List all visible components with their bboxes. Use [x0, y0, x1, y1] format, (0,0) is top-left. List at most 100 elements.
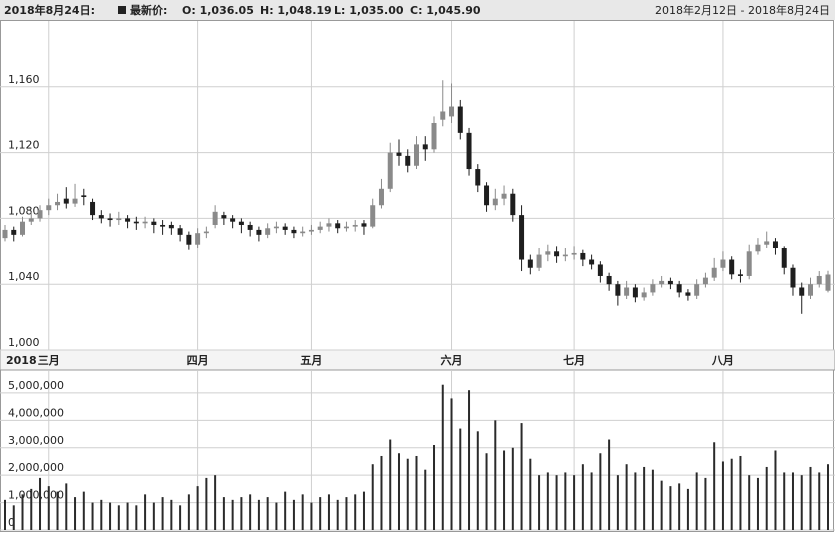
volume-bar	[660, 480, 663, 530]
y-tick-label: 1,040	[8, 270, 40, 283]
volume-bar	[827, 464, 829, 530]
volume-bar	[231, 499, 234, 530]
volume-bar	[240, 497, 243, 530]
volume-bar	[503, 450, 506, 530]
volume-bar	[546, 472, 549, 530]
candle-body	[755, 244, 761, 252]
volume-bar	[415, 455, 418, 530]
candle-body	[11, 229, 17, 235]
candle-body	[589, 259, 595, 265]
candle-body	[624, 287, 630, 296]
volume-bar	[179, 505, 182, 530]
volume-bar	[643, 466, 646, 530]
header-close: C: 1,045.90	[410, 4, 481, 17]
volume-bar	[21, 494, 24, 530]
candle-body	[790, 267, 796, 288]
volume-bar	[669, 486, 672, 530]
volume-bar	[459, 428, 462, 530]
volume-bar	[494, 420, 497, 530]
candle-body	[195, 233, 201, 245]
candle-body	[449, 106, 455, 117]
volume-bar	[380, 455, 383, 530]
candle-body	[440, 111, 446, 120]
volume-bar	[713, 442, 716, 530]
volume-bar	[450, 398, 453, 530]
x-tick-label: 四月	[187, 354, 209, 367]
volume-bar	[187, 494, 190, 530]
volume-bar	[520, 423, 523, 530]
volume-bar	[144, 494, 147, 530]
volume-bar	[82, 491, 85, 530]
candle-body	[501, 193, 507, 199]
candle-body	[562, 254, 568, 257]
month-axis	[0, 349, 835, 371]
candle-body	[72, 198, 78, 204]
candle-body	[615, 284, 621, 296]
candle-body	[55, 201, 61, 206]
candle-body	[256, 229, 262, 235]
candle-body	[291, 229, 297, 234]
volume-bar	[310, 502, 313, 530]
y-tick-label: 4,000,000	[8, 406, 64, 419]
candle-body	[160, 224, 166, 227]
candle-body	[343, 226, 349, 229]
candle-body	[46, 205, 52, 211]
volume-bar	[275, 502, 278, 530]
candle-body	[545, 251, 551, 255]
candle-body	[554, 251, 560, 257]
candle-body	[238, 221, 244, 225]
volume-bar	[739, 455, 742, 530]
candle-body	[807, 284, 813, 296]
volume-bar	[214, 475, 217, 530]
volume-bar	[170, 499, 173, 530]
candle-body	[641, 292, 647, 298]
header-date: 2018年8月24日:	[4, 3, 95, 17]
candle-body	[729, 259, 735, 275]
candle-body	[510, 193, 516, 216]
volume-bar	[529, 458, 532, 530]
candle-body	[142, 221, 148, 224]
volume-bar	[91, 502, 94, 530]
candle-body	[685, 292, 691, 296]
volume-bar	[100, 499, 103, 530]
volume-bar	[205, 477, 208, 530]
header-high: H: 1,048.19	[260, 4, 332, 17]
y-tick-label: 2,000,000	[8, 461, 64, 474]
year-label: 2018	[6, 354, 37, 367]
header-range: 2018年2月12日 - 2018年8月24日	[655, 3, 830, 17]
volume-bar	[362, 491, 365, 530]
candle-body	[177, 228, 183, 235]
volume-bar	[625, 464, 628, 530]
candle-body	[484, 185, 490, 206]
volume-bar	[678, 483, 681, 530]
volume-bar	[336, 499, 339, 530]
volume-bar	[12, 505, 15, 530]
candle-body	[746, 251, 752, 276]
candle-body	[466, 132, 472, 170]
volume-bar	[511, 447, 514, 530]
volume-bar	[608, 439, 611, 530]
volume-bar	[161, 497, 164, 530]
volume-bar	[249, 494, 252, 530]
candle-body	[659, 280, 665, 285]
candle-body	[650, 284, 656, 293]
volume-bar	[616, 475, 619, 530]
volume-bar	[47, 486, 50, 530]
volume-bar	[800, 475, 803, 530]
y-tick-label: 1,000	[8, 336, 40, 349]
candle-body	[317, 226, 323, 230]
candle-body	[212, 211, 218, 225]
x-tick-label: 七月	[563, 353, 585, 367]
volume-bar	[30, 488, 33, 530]
header-low: L: 1,035.00	[334, 4, 404, 17]
candle-body	[361, 223, 367, 227]
volume-bar	[581, 464, 584, 530]
volume-bar	[257, 499, 260, 530]
volume-bar	[476, 431, 479, 530]
candle-body	[799, 287, 805, 296]
candle-body	[667, 280, 673, 285]
y-tick-label: 3,000,000	[8, 434, 64, 447]
candle-body	[265, 228, 271, 235]
